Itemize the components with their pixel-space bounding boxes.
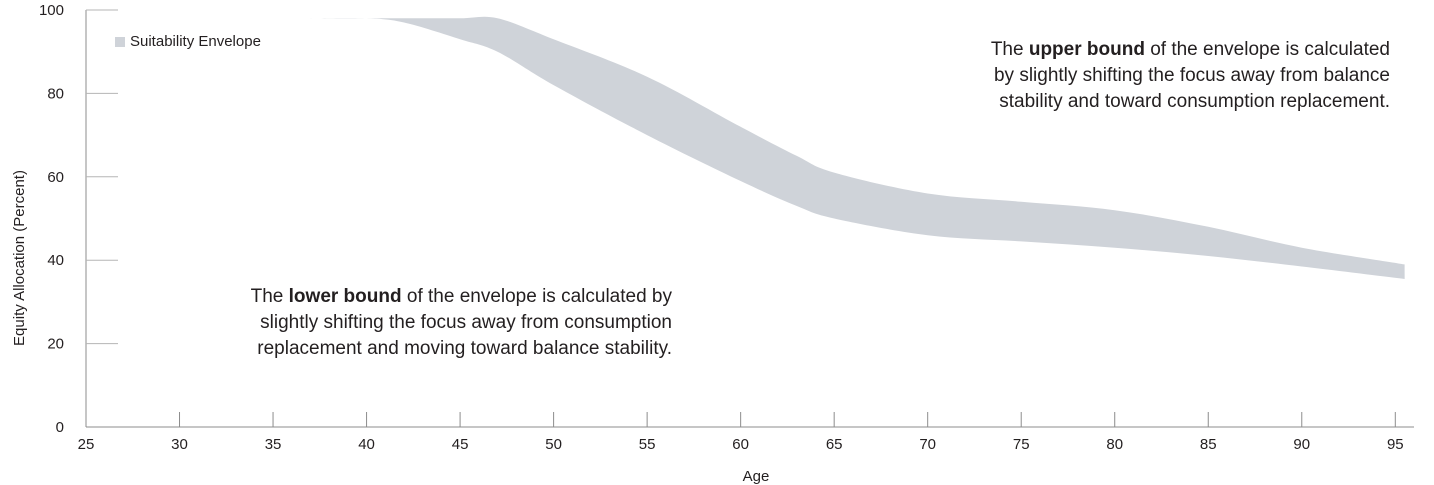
x-tick-label: 75 xyxy=(1013,436,1030,453)
legend: Suitability Envelope xyxy=(115,33,261,50)
lower-annotation-line-1: The lower bound of the envelope is calcu… xyxy=(250,286,672,307)
y-tick-label: 20 xyxy=(47,336,64,353)
upper-bound-annotation: The upper bound of the envelope is calcu… xyxy=(870,37,1390,115)
upper-bound-emphasis: upper bound xyxy=(1028,39,1145,60)
x-tick-label: 85 xyxy=(1200,436,1217,453)
x-tick-label: 35 xyxy=(265,436,282,453)
x-tick-label: 95 xyxy=(1387,436,1404,453)
x-tick-label: 25 xyxy=(78,436,95,453)
x-tick-label: 60 xyxy=(732,436,749,453)
y-tick-label: 0 xyxy=(56,419,64,436)
x-tick-label: 55 xyxy=(639,436,656,453)
x-tick-label: 70 xyxy=(919,436,936,453)
upper-annotation-line-3: stability and toward consumption replace… xyxy=(999,91,1390,112)
y-axis-title: Equity Allocation (Percent) xyxy=(11,170,28,346)
lower-bound-annotation: The lower bound of the envelope is calcu… xyxy=(160,284,672,362)
x-tick-label: 50 xyxy=(545,436,562,453)
lower-annotation-line-2: slightly shifting the focus away from co… xyxy=(260,312,672,333)
axes: 0 20 40 60 80 100 25 30 35 40 45 50 55 60 65 70 75 80 85 90… xyxy=(39,2,1414,453)
lower-bound-emphasis: lower bound xyxy=(288,286,402,307)
legend-label: Suitability Envelope xyxy=(130,33,261,50)
envelope-layer xyxy=(310,16,1405,279)
upper-annotation-line-1: The upper bound of the envelope is calcu… xyxy=(990,39,1390,60)
upper-annotation-line-2: by slightly shifting the focus away from… xyxy=(993,65,1390,86)
y-tick-label: 40 xyxy=(47,252,64,269)
suitability-envelope-band xyxy=(310,16,1405,279)
y-tick-label: 60 xyxy=(47,169,64,186)
x-tick-label: 30 xyxy=(171,436,188,453)
lower-annotation-line-3: replacement and moving toward balance st… xyxy=(257,338,672,359)
x-tick-label: 90 xyxy=(1293,436,1310,453)
y-tick-label: 100 xyxy=(39,2,64,19)
x-tick-label: 40 xyxy=(358,436,375,453)
x-axis-title: Age xyxy=(743,468,770,485)
x-tick-label: 80 xyxy=(1106,436,1123,453)
x-tick-label: 65 xyxy=(826,436,843,453)
legend-swatch xyxy=(115,36,125,47)
y-tick-label: 80 xyxy=(47,85,64,102)
x-tick-label: 45 xyxy=(452,436,469,453)
